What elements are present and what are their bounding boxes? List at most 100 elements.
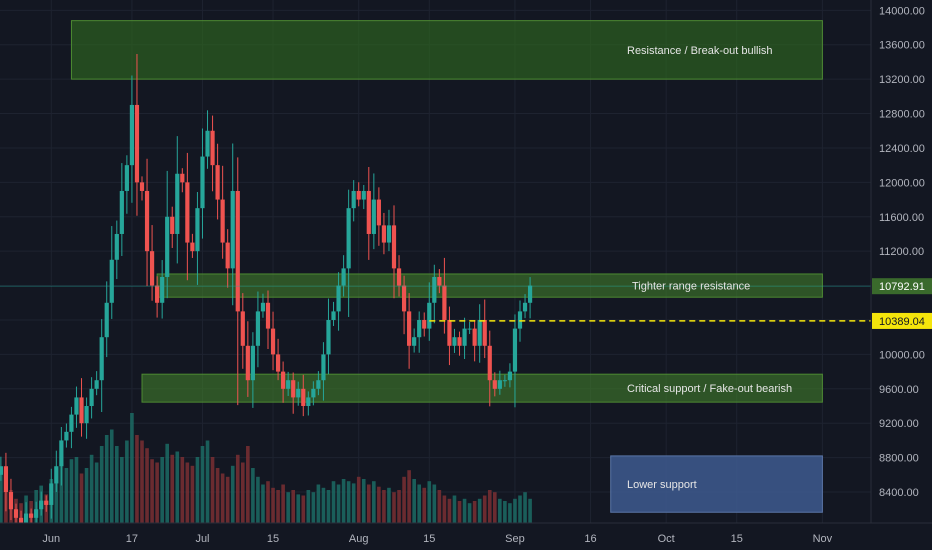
price-tick-label: 10000.00 <box>879 349 925 361</box>
price-tick-label: 12800.00 <box>879 109 925 121</box>
volume-bar <box>135 435 139 523</box>
time-axis[interactable]: Jun 17 Jul 15 Aug 15 Sep 16 Oct 15 Nov <box>0 522 932 550</box>
volume-bar <box>387 487 391 523</box>
volume-bar <box>150 459 154 523</box>
candle-body <box>84 406 89 424</box>
candle-body <box>467 328 472 330</box>
candle-body <box>452 337 457 346</box>
volume-bar <box>89 454 94 523</box>
volume-bar <box>528 498 532 523</box>
volume-bar <box>130 413 134 523</box>
volume-bar <box>195 457 200 523</box>
candle-body <box>180 173 185 183</box>
volume-bar <box>518 495 522 523</box>
candle-body <box>185 182 190 243</box>
price-tick-label: 11200.00 <box>879 246 924 258</box>
candle-body <box>3 466 9 493</box>
candle-body <box>89 388 94 407</box>
candle-body <box>316 380 321 389</box>
price-tick-label: 11600.00 <box>879 212 924 224</box>
volume-bar <box>361 479 366 523</box>
volume-bar <box>286 492 290 523</box>
volume-bar <box>230 465 235 523</box>
volume-bar <box>140 440 144 523</box>
time-tick-label: Jul <box>195 533 209 545</box>
candle-body <box>155 285 160 303</box>
candle-body <box>74 397 79 415</box>
volume-bar <box>246 446 250 523</box>
price-axis[interactable]: 14000.00 13600.00 13200.00 12800.00 12400.00… <box>870 0 932 550</box>
candle-body <box>371 199 376 234</box>
candle-body <box>79 397 84 424</box>
volume-bar <box>336 484 341 523</box>
volume-bar <box>412 479 416 523</box>
candle-body <box>502 380 507 382</box>
candle-body <box>18 517 24 527</box>
candle-body <box>477 319 482 346</box>
volume-bar <box>185 462 190 523</box>
zone-label-2: Critical support / Fake-out bearish <box>627 383 792 395</box>
volume-bar <box>356 476 361 523</box>
volume-bar <box>482 495 487 523</box>
candle-body <box>356 190 361 200</box>
time-tick-label: Aug <box>349 533 369 545</box>
candle-body <box>432 276 437 303</box>
candle-body <box>175 173 180 234</box>
zones <box>70 20 823 513</box>
candle-body <box>457 337 462 346</box>
time-tick-label: Nov <box>813 533 833 545</box>
volume-bar <box>457 501 462 523</box>
volume-bar <box>54 470 59 523</box>
candle-body <box>517 311 523 329</box>
candle-body <box>245 345 250 381</box>
candle-body <box>281 371 286 389</box>
candle-body <box>472 328 477 346</box>
price-badge <box>872 312 932 329</box>
candle-body <box>291 380 296 398</box>
price-badge-label: 10792.91 <box>879 281 925 293</box>
candle-body <box>54 466 59 484</box>
volume-bar <box>487 490 492 523</box>
volume-bar <box>407 470 411 523</box>
candle-body <box>8 492 14 510</box>
candle-body <box>200 156 205 209</box>
candle-body <box>49 483 54 505</box>
candle-body <box>326 319 331 355</box>
volume-bar <box>351 483 356 523</box>
volume-bar <box>477 498 482 523</box>
candles <box>0 53 533 535</box>
zone-label-3: Lower support <box>627 479 697 491</box>
candle-body <box>124 165 129 191</box>
candle-body <box>376 199 381 226</box>
volume-bar <box>291 490 295 523</box>
candle-body <box>351 190 356 209</box>
volume-bar <box>392 492 396 523</box>
time-axis-bg <box>0 523 932 550</box>
candle-body <box>109 259 114 303</box>
price-tick-label: 9600.00 <box>879 384 919 396</box>
time-tick-label: 16 <box>584 533 596 545</box>
volume-bar <box>215 468 220 523</box>
candle-body <box>512 328 518 372</box>
candle-body <box>417 319 422 338</box>
candle-body <box>210 130 215 166</box>
candle-body <box>321 354 326 381</box>
volume-bar <box>462 498 467 523</box>
candle-body <box>391 225 397 269</box>
candle-body <box>301 388 306 407</box>
volume-bar <box>276 490 280 523</box>
volume-bar <box>472 501 477 523</box>
candle-body <box>129 104 135 166</box>
price-badge-label: 10389.04 <box>879 316 925 328</box>
candle-body <box>306 397 311 407</box>
candle-body <box>165 216 170 277</box>
volume-bar <box>346 481 351 523</box>
candle-body <box>422 319 427 329</box>
candle-body <box>104 302 109 338</box>
volume-bar <box>432 484 437 523</box>
volume-bar <box>64 468 69 523</box>
price-tick-label: 12000.00 <box>879 177 925 189</box>
zone-label-1: Tighter range resistance <box>632 281 750 293</box>
candle-body <box>59 440 64 467</box>
